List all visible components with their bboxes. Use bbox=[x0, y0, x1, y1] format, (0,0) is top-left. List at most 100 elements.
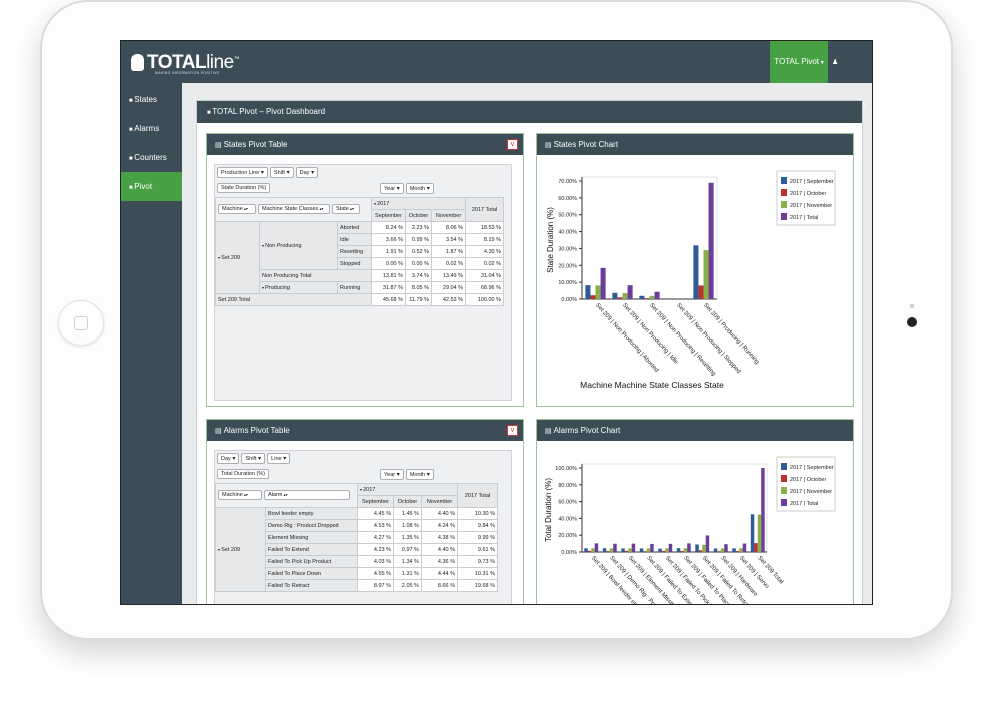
col-attr-pill[interactable]: Month bbox=[405, 469, 434, 480]
row-attr-pill[interactable]: Machine bbox=[218, 489, 262, 500]
data-row: Failed To Extend 4.23 % 0.97 % 4.40 % 9.61 % bbox=[216, 543, 498, 556]
col-attrs: YearMonth bbox=[380, 469, 436, 480]
row-attr-pill[interactable]: Machine State Classes bbox=[258, 203, 330, 214]
col-attrs: YearMonth bbox=[380, 183, 436, 194]
toggle-button[interactable]: v bbox=[507, 425, 518, 436]
y-tick-label: 80.00% bbox=[558, 483, 577, 489]
value-cell: 45.68 % bbox=[371, 293, 406, 306]
row-attr-pill[interactable]: State bbox=[332, 203, 360, 214]
data-row: Failed To Retract 8.97 % 2.05 % 8.66 % 19.68… bbox=[216, 579, 498, 592]
value-cell: 10.30 % bbox=[457, 507, 498, 520]
nav-item[interactable]: Alarms bbox=[121, 114, 182, 143]
bar bbox=[665, 548, 669, 552]
y-tick-label: 0.00% bbox=[561, 550, 577, 556]
filter-pill[interactable]: Line bbox=[267, 453, 291, 464]
value-cell: 8.19 % bbox=[465, 233, 504, 246]
legend-label: 2017 | September bbox=[790, 179, 834, 185]
camera bbox=[907, 317, 917, 327]
nav-item[interactable]: Pivot bbox=[121, 172, 182, 201]
subtotal-label: Non Producing Total bbox=[259, 269, 372, 282]
legend-label: 2017 | October bbox=[790, 477, 826, 483]
bar bbox=[732, 548, 736, 552]
value-cell: 1.08 % bbox=[393, 519, 422, 532]
col-attr-pill[interactable]: Year bbox=[380, 183, 404, 194]
x-tick-label: Set 209 | Non Producing | Aborted bbox=[594, 302, 659, 374]
bar bbox=[661, 550, 666, 552]
card-title-text: States Pivot Chart bbox=[553, 140, 619, 149]
value-cell: 9.73 % bbox=[457, 555, 498, 568]
total-header: 2017 Total bbox=[457, 483, 498, 508]
value-cell: 8.97 % bbox=[357, 579, 394, 592]
filter-pill[interactable]: Shift bbox=[269, 167, 294, 178]
bar bbox=[698, 285, 704, 299]
value-cell: 3.74 % bbox=[405, 269, 432, 282]
month-header: November bbox=[431, 209, 466, 222]
alarm-cell: Element Missing bbox=[265, 531, 358, 544]
x-tick-label: Set 209 | Producing | Running bbox=[702, 302, 760, 365]
y-tick-label: 40.00% bbox=[558, 516, 577, 522]
filter-pill[interactable]: Day bbox=[217, 453, 240, 464]
filter-pill[interactable]: Production Line bbox=[217, 167, 268, 178]
bar bbox=[703, 250, 709, 299]
value-cell: 4.36 % bbox=[421, 555, 458, 568]
value-cell: 18.53 % bbox=[465, 221, 504, 234]
bar bbox=[628, 548, 632, 552]
value-cell: 2.23 % bbox=[405, 221, 432, 234]
total-header: 2017 Total bbox=[465, 197, 504, 222]
measure-row: Total Duration (%) YearMonth bbox=[215, 467, 511, 483]
data-row: Idle 3.66 % 0.99 % 3.54 % 8.19 % bbox=[216, 233, 504, 246]
legend-label: 2017 | November bbox=[790, 203, 832, 209]
pivot-ui: Production LineShiftDay State Duration (%… bbox=[214, 164, 512, 401]
filter-row: DayShiftLine bbox=[215, 451, 511, 467]
card-title-text: Alarms Pivot Chart bbox=[553, 426, 621, 435]
value-cell: 4.40 % bbox=[421, 507, 458, 520]
row-attr-pill[interactable]: Machine bbox=[218, 203, 256, 214]
value-cell: 0.00 % bbox=[371, 257, 406, 270]
pivot-table: MachineAlarm20172017 TotalSeptemberOctob… bbox=[215, 483, 498, 592]
y-tick-label: 50.00% bbox=[558, 213, 577, 219]
menu-button[interactable]: TOTAL Pivot bbox=[770, 41, 828, 83]
filter-pill[interactable]: Day bbox=[295, 167, 319, 178]
bar bbox=[680, 550, 684, 552]
nav-item[interactable]: States bbox=[121, 85, 182, 114]
data-row: Failed To Pick Up Product 4.03 % 1.34 % 4.3… bbox=[216, 555, 498, 568]
y-tick-label: 70.00% bbox=[558, 179, 577, 185]
bar bbox=[750, 514, 755, 552]
bar bbox=[591, 548, 595, 552]
bar bbox=[735, 550, 740, 552]
home-button[interactable] bbox=[58, 300, 104, 346]
value-cell: 0.00 % bbox=[405, 257, 432, 270]
sensor bbox=[910, 304, 914, 308]
col-attr-pill[interactable]: Month bbox=[405, 183, 434, 194]
state-cell: Stopped bbox=[337, 257, 372, 270]
card-title-text: Alarms Pivot Table bbox=[223, 426, 290, 435]
navbar: TOTALline™ MAKING INFORMATION POSITIVE T… bbox=[121, 41, 872, 109]
measure-pill[interactable]: State Duration (%) bbox=[217, 183, 271, 193]
value-cell: 4.55 % bbox=[357, 567, 394, 580]
row-attr-pill[interactable]: Alarm bbox=[264, 489, 350, 500]
value-cell: 4.45 % bbox=[357, 507, 394, 520]
state-cell: Aborted bbox=[337, 221, 372, 234]
bar bbox=[600, 267, 606, 299]
value-cell: 1.87 % bbox=[431, 245, 466, 258]
nav-item[interactable]: Counters bbox=[121, 143, 182, 172]
bar bbox=[643, 551, 647, 552]
bar bbox=[621, 548, 625, 552]
value-cell: 0.99 % bbox=[405, 233, 432, 246]
toggle-button[interactable]: v bbox=[507, 139, 518, 150]
filter-pill[interactable]: Shift bbox=[241, 453, 266, 464]
month-header: October bbox=[405, 209, 432, 222]
month-header: September bbox=[357, 495, 394, 508]
value-cell: 9.84 % bbox=[457, 519, 498, 532]
bar bbox=[742, 543, 747, 552]
value-cell: 31.04 % bbox=[465, 269, 504, 282]
bar bbox=[693, 245, 699, 299]
measure-pill[interactable]: Total Duration (%) bbox=[217, 469, 270, 479]
bar bbox=[649, 295, 655, 299]
col-attr-pill[interactable]: Year bbox=[380, 469, 404, 480]
value-cell: 29.04 % bbox=[431, 281, 466, 294]
y-tick-label: 60.00% bbox=[558, 196, 577, 202]
value-cell: 13.81 % bbox=[371, 269, 406, 282]
y-tick-label: 20.00% bbox=[558, 533, 577, 539]
